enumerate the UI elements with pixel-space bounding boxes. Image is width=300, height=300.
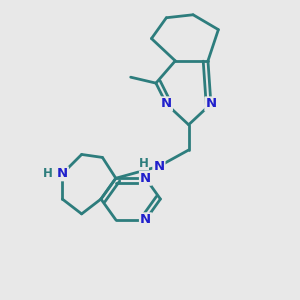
Text: N: N xyxy=(153,160,164,173)
Text: N: N xyxy=(140,213,151,226)
Text: N: N xyxy=(140,172,151,185)
Text: N: N xyxy=(57,167,68,180)
Text: H: H xyxy=(139,157,148,170)
Text: N: N xyxy=(161,98,172,110)
Text: N: N xyxy=(206,98,217,110)
Text: H: H xyxy=(43,167,52,180)
